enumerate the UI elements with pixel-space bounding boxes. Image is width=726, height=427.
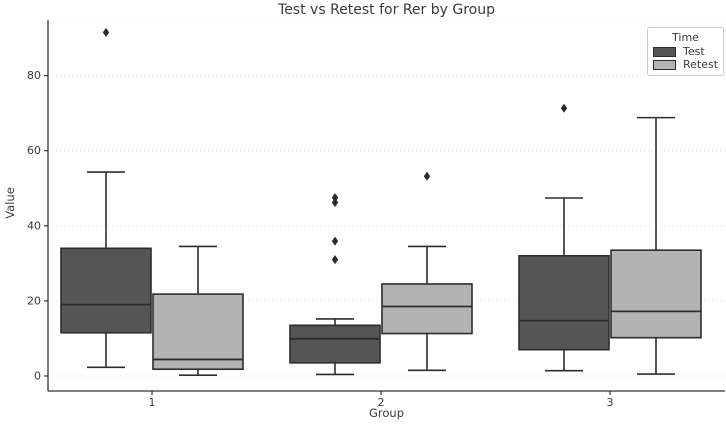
y-tick-label: 80 xyxy=(27,69,41,82)
box-retest-group1 xyxy=(152,293,244,371)
outlier-test-group2 xyxy=(331,193,339,203)
y-tick-label: 20 xyxy=(27,294,41,307)
chart-title: Test vs Retest for Rer by Group xyxy=(278,2,495,18)
x-tick-label: 2 xyxy=(378,396,385,409)
outlier-test-group1 xyxy=(102,27,110,37)
legend-swatch-retest xyxy=(653,59,676,70)
outlier-test-group2 xyxy=(331,255,339,265)
y-tick-label: 60 xyxy=(27,144,41,157)
legend-label-test: Test xyxy=(683,45,705,58)
outlier-retest-group2 xyxy=(423,171,431,181)
y-tick-label: 40 xyxy=(27,219,41,232)
legend-entry-test: Test xyxy=(648,45,723,58)
legend-swatch-test xyxy=(653,46,676,57)
legend-entries: Test Retest xyxy=(648,45,723,71)
box-test-group1 xyxy=(60,247,152,334)
outlier-test-group2 xyxy=(331,236,339,246)
outlier-test-group2 xyxy=(331,197,339,207)
x-tick-label: 3 xyxy=(607,396,614,409)
x-tick-label: 1 xyxy=(149,396,156,409)
legend: Time Test Retest xyxy=(647,27,724,76)
legend-title: Time xyxy=(672,31,699,44)
legend-label-retest: Retest xyxy=(683,58,719,71)
outlier-test-group3 xyxy=(560,103,568,113)
legend-entry-retest: Retest xyxy=(648,58,723,71)
box-test-group3 xyxy=(518,255,610,351)
y-tick-label: 0 xyxy=(34,369,41,382)
box-retest-group3 xyxy=(610,249,702,339)
x-axis-label: Group xyxy=(368,406,404,420)
box-test-group2 xyxy=(289,324,381,364)
box-retest-group2 xyxy=(381,283,473,335)
